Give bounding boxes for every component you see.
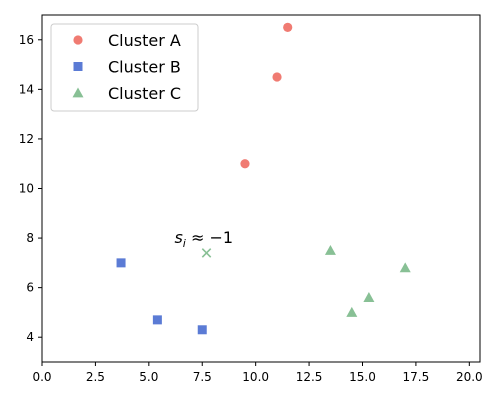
x-tick-label: 12.5 [296, 370, 323, 384]
data-point [116, 258, 126, 268]
x-tick-label: 17.5 [403, 370, 430, 384]
data-point [399, 262, 411, 273]
data-markers [116, 22, 411, 335]
x-tick-label: 15.0 [349, 370, 376, 384]
y-axis: 4 6 8 10 12 14 16 [19, 33, 42, 344]
legend-label: Cluster A [108, 31, 181, 50]
x-tick-label: 0.0 [32, 370, 51, 384]
x-tick-label: 2.5 [86, 370, 105, 384]
data-point [363, 292, 375, 302]
data-point [272, 72, 282, 82]
x-tick-label: 10.0 [242, 370, 269, 384]
legend-label: Cluster B [108, 58, 181, 77]
y-tick-label: 6 [26, 281, 34, 295]
x-tick-label: 20.0 [456, 370, 483, 384]
data-point [283, 22, 293, 32]
legend: Cluster A Cluster B Cluster C [50, 23, 199, 112]
data-point [152, 315, 162, 325]
legend-marker [73, 62, 83, 71]
y-tick-label: 4 [26, 330, 34, 344]
legend-marker [73, 35, 83, 45]
y-tick-label: 8 [26, 231, 34, 245]
y-tick-label: 12 [19, 132, 34, 146]
x-axis: 0.0 2.5 5.0 7.5 10.0 12.5 15.0 17.5 20.0 [32, 362, 483, 384]
data-point [346, 306, 358, 317]
x-marker-stroke [201, 248, 212, 258]
legend-box [50, 23, 199, 112]
x-tick-label: 5.0 [139, 370, 158, 384]
legend-marker [72, 87, 84, 98]
annotation-label: si ≈ −1 [174, 228, 233, 250]
y-tick-label: 16 [19, 33, 34, 47]
y-tick-label: 10 [19, 182, 34, 196]
x-tick-label: 7.5 [193, 370, 212, 384]
data-point [324, 244, 336, 255]
y-tick-label: 14 [19, 82, 34, 96]
highlight-point [201, 248, 212, 258]
data-point [240, 159, 250, 169]
legend-label: Cluster C [108, 84, 181, 103]
data-point [197, 325, 207, 335]
